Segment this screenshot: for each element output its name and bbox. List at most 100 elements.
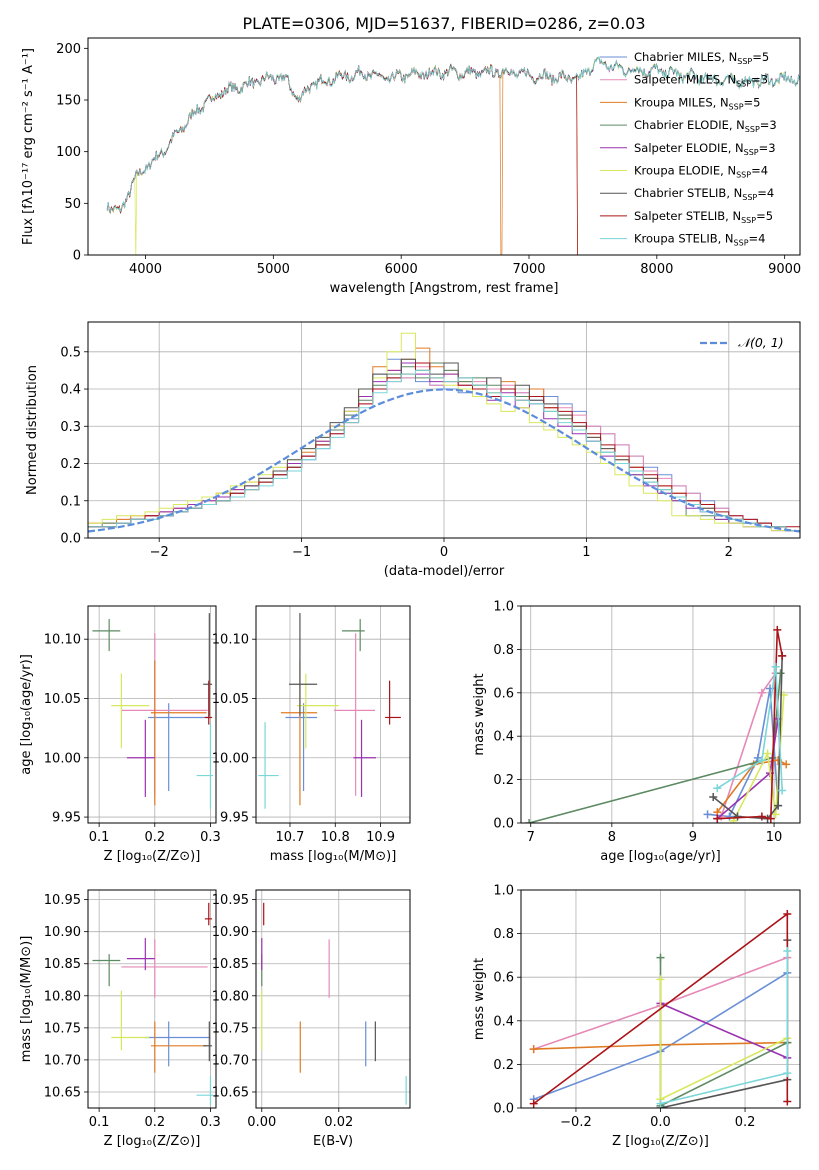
- y-tick-label: 10.90: [44, 925, 81, 940]
- weight-series-salpeter-elodie: [656, 999, 792, 1062]
- y-tick-label: 100: [56, 145, 81, 160]
- weight-marker: [529, 1045, 538, 1054]
- errorbar-point-kroupa-stelib: [196, 722, 214, 809]
- errorbar-point-kroupa-stelib: [258, 722, 279, 809]
- legend-entry: Chabrier ELODIE, NSSP=3: [634, 118, 777, 134]
- axes-frame: [255, 605, 411, 824]
- y-tick-label: 10.70: [44, 1053, 81, 1068]
- errorbar-point-kroupa-miles: [150, 1021, 207, 1073]
- x-tick-label: −0.2: [560, 1115, 592, 1130]
- weight-marker: [783, 947, 792, 956]
- weight-series-kroupa-elodie: [656, 975, 792, 1104]
- x-axis-label: age [log₁₀(age/yr)]: [600, 849, 721, 864]
- weight-marker: [773, 625, 782, 634]
- weight-marker: [778, 651, 787, 660]
- x-tick-label: 0.2: [144, 830, 165, 845]
- legend-count: =3: [760, 118, 777, 132]
- errorbar-point-chabrier-stelib: [289, 613, 318, 717]
- weight-series-salpeter-stelib: [713, 625, 787, 823]
- errorbar-point-chabrier-elodie: [92, 954, 121, 987]
- weight-marker: [656, 953, 665, 962]
- x-tick-label: 10.8: [321, 830, 350, 845]
- x-tick-label: 0.1: [89, 830, 110, 845]
- axes-frame: [520, 605, 801, 824]
- weight-marker: [656, 975, 665, 984]
- plot-area-mass-weight-vs-Z: [529, 909, 792, 1108]
- x-tick-label: 0.3: [200, 1115, 221, 1130]
- axes-frame: [87, 889, 217, 1109]
- y-tick-label: 10.75: [212, 1021, 249, 1036]
- y-tick-label: 10.65: [212, 1085, 249, 1100]
- weight-marker: [771, 662, 780, 671]
- y-tick-label: 0.3: [60, 420, 81, 435]
- weight-marker: [656, 1099, 665, 1108]
- gaussian-curve: [88, 388, 800, 533]
- errorbar-point-chabrier-miles: [148, 703, 211, 791]
- y-tick-label: 1.0: [493, 884, 514, 899]
- legend-count: =4: [751, 164, 768, 178]
- errorbar-point-salpeter-stelib: [204, 680, 213, 725]
- plot-area-residuals: [88, 332, 800, 533]
- weight-marker: [783, 1097, 792, 1106]
- panel-spectrum: 4000 5000 6000 7000 8000 9000 0 50 100 150 200 wave…: [21, 37, 801, 296]
- x-tick-label: 0.0: [650, 1115, 671, 1130]
- x-axis-label: (data-model)/error: [384, 564, 505, 579]
- x-tick-label: 2: [725, 545, 733, 560]
- errorbar-point-kroupa-stelib: [196, 1075, 214, 1105]
- weight-marker: [783, 1069, 792, 1078]
- panel-mass-weight-vs-age: 7 8 9 10 0.0 0.2 0.4 0.6 0.8 1.0 age [log₁₀(age/yr…: [472, 600, 801, 864]
- weight-line: [660, 951, 789, 1105]
- plot-layer: 4000 5000 6000 7000 8000 9000050100150200wave…: [19, 37, 801, 1149]
- axes-frame: [520, 889, 801, 1109]
- weight-marker: [709, 792, 718, 801]
- legend-subscript: SSP: [737, 57, 752, 66]
- y-tick-label: 0: [73, 249, 81, 264]
- y-tick-label: 0.6: [493, 971, 514, 986]
- x-tick-label: 9000: [768, 262, 801, 277]
- y-axis-label: Flux [fλ10⁻¹⁷ erg cm⁻² s⁻¹ A⁻¹]: [21, 48, 36, 245]
- weight-marker: [725, 812, 734, 821]
- weight-marker: [774, 801, 783, 810]
- panel-age-vs-Z: 0.1 0.2 0.3 9.95 10.00 10.05 10.10 Z [log₁₀(Z/Z…: [19, 605, 221, 864]
- y-tick-label: 10.80: [44, 989, 81, 1004]
- legend-entry: Kroupa MILES, NSSP=5: [634, 95, 760, 111]
- figure-title: PLATE=0306, MJD=51637, FIBERID=0286, z=0…: [242, 14, 645, 33]
- weight-line: [716, 759, 787, 813]
- axes-frame: [87, 321, 801, 539]
- plot-area-age-vs-Z: [92, 613, 214, 809]
- errorbar-point-salpeter-stelib: [204, 902, 213, 926]
- legend-entry: Kroupa STELIB, NSSP=4: [634, 232, 765, 248]
- errorbar-point-salpeter-miles: [121, 939, 208, 998]
- x-tick-label: 9: [689, 830, 697, 845]
- spectrum-line-kroupa-stelib: [106, 55, 800, 213]
- legend-subscript: SSP: [742, 193, 757, 202]
- plot-area-spectrum: [106, 55, 800, 255]
- axes-frame: [87, 605, 217, 824]
- plot-area-mass-vs-EBV: [261, 902, 407, 1105]
- weight-marker: [782, 760, 791, 769]
- legend-count: =5: [744, 95, 761, 109]
- y-tick-label: 10.00: [212, 751, 249, 766]
- y-tick-label: 10.75: [44, 1021, 81, 1036]
- weight-series-kroupa-stelib: [713, 662, 787, 795]
- y-tick-label: 0.4: [493, 730, 514, 745]
- legend-subscript: SSP: [736, 80, 751, 89]
- x-axis-label: wavelength [Angstrom, rest frame]: [330, 281, 559, 296]
- x-tick-label: 0.02: [324, 1115, 353, 1130]
- x-axis-label: Z [log₁₀(Z/Z⊙)]: [612, 1134, 709, 1149]
- x-tick-label: 6000: [385, 262, 418, 277]
- weight-marker: [776, 669, 785, 678]
- spectrum-legend: Chabrier MILES, NSSP=5 Salpeter MILES, NS…: [600, 50, 777, 248]
- axes-frame: [87, 37, 801, 256]
- y-tick-label: 200: [56, 42, 81, 57]
- x-tick-label: 1: [582, 545, 590, 560]
- y-tick-label: 10.00: [44, 751, 81, 766]
- y-tick-label: 1.0: [493, 600, 514, 615]
- legend-subscript: SSP: [729, 102, 744, 111]
- weight-marker: [766, 814, 775, 823]
- errorbar-point-chabrier-elodie: [342, 619, 365, 652]
- y-tick-label: 0.6: [493, 686, 514, 701]
- y-tick-label: 10.10: [212, 633, 249, 648]
- panel-residuals: −2 −1 0 1 2 0.0 0.1 0.2 0.3 0.4 0.5 (data-model)/er…: [25, 321, 801, 579]
- legend-entry: Salpeter ELODIE, NSSP=3: [634, 141, 776, 157]
